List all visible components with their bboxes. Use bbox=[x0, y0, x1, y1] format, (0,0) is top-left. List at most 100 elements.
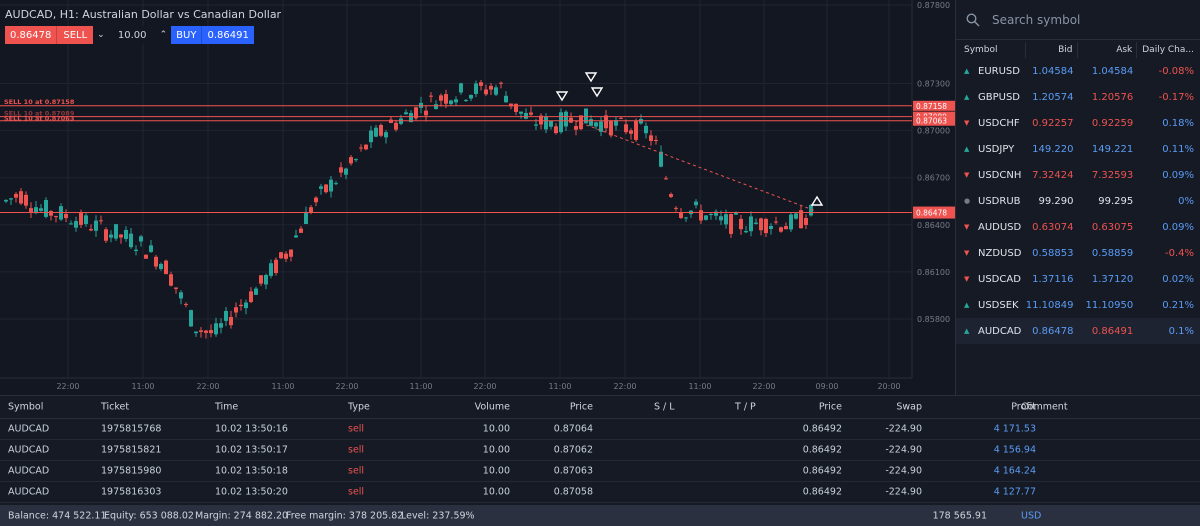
candle-body bbox=[389, 119, 393, 123]
price-chart[interactable]: 0.87800 0.87300 0.87000 0.86700 0.86400 0.861… bbox=[0, 0, 955, 395]
quantity-value[interactable]: 10.00 bbox=[117, 29, 147, 41]
order-price-tag: 0.87158 bbox=[913, 100, 955, 111]
chevron-up-icon[interactable]: ⌃ bbox=[159, 30, 168, 40]
candle-body bbox=[294, 235, 298, 238]
candle bbox=[424, 105, 428, 122]
sell-entry-marker-icon[interactable] bbox=[584, 72, 598, 83]
buy-button[interactable]: BUY 0.86491 bbox=[171, 26, 254, 44]
candle-body bbox=[534, 124, 538, 126]
candle-body bbox=[149, 245, 153, 252]
candle bbox=[624, 119, 628, 135]
quantity-stepper[interactable]: ⌄ 10.00 ⌃ bbox=[93, 26, 172, 44]
candle bbox=[554, 123, 558, 135]
position-profit: 4 171.53 bbox=[993, 423, 1036, 435]
candle bbox=[129, 228, 133, 249]
candle bbox=[4, 199, 8, 203]
watchlist-row[interactable]: ▼ AUDUSD 0.63074 0.63075 0.09% bbox=[956, 214, 1200, 240]
candle bbox=[104, 227, 108, 244]
candle-body bbox=[124, 229, 128, 239]
col-profit[interactable]: Profit bbox=[1011, 401, 1036, 413]
search-input[interactable] bbox=[992, 12, 1172, 27]
header-ask[interactable]: Ask bbox=[1078, 42, 1138, 58]
position-row[interactable]: AUDCAD 1975815821 10.02 13:50:17 sell 10.00 0… bbox=[0, 440, 1200, 461]
col-open-price[interactable]: Price bbox=[569, 401, 593, 413]
candle-body bbox=[84, 215, 88, 224]
candle bbox=[324, 184, 328, 194]
candle bbox=[549, 120, 553, 130]
candle bbox=[414, 106, 418, 121]
col-comment[interactable]: Comment bbox=[1021, 401, 1068, 413]
candle-body bbox=[29, 208, 33, 212]
current-price-text: 0.86478 bbox=[916, 209, 947, 218]
chart-canvas[interactable]: 0.87800 0.87300 0.87000 0.86700 0.86400 0.861… bbox=[0, 0, 955, 395]
candle-body bbox=[624, 124, 628, 133]
watchlist-symbol: ▼ AUDUSD bbox=[956, 222, 1026, 233]
candle-body bbox=[24, 194, 28, 206]
position-profit: 4 164.24 bbox=[993, 465, 1036, 477]
candle-body bbox=[529, 112, 533, 115]
order-label[interactable]: SELL 10 at 0.87089 bbox=[4, 110, 75, 118]
col-type[interactable]: Type bbox=[348, 401, 370, 413]
position-open-price: 0.87058 bbox=[553, 486, 593, 498]
candle bbox=[139, 234, 143, 247]
watchlist-row[interactable]: ▼ USDCAD 1.37116 1.37120 0.02% bbox=[956, 266, 1200, 292]
header-bid[interactable]: Bid bbox=[1026, 42, 1078, 58]
candle-body bbox=[569, 117, 573, 123]
candle bbox=[654, 135, 658, 145]
watchlist-row[interactable]: ▲ AUDCAD 0.86478 0.86491 0.1% bbox=[956, 318, 1200, 344]
candle bbox=[189, 309, 193, 327]
candle bbox=[519, 111, 523, 119]
candle bbox=[169, 271, 173, 287]
col-time[interactable]: Time bbox=[215, 401, 239, 413]
position-row[interactable]: AUDCAD 1975815768 10.02 13:50:16 sell 10.00 0… bbox=[0, 419, 1200, 440]
col-ticket[interactable]: Ticket bbox=[101, 401, 130, 413]
watchlist-row[interactable]: ▼ NZDUSD 0.58853 0.58859 -0.4% bbox=[956, 240, 1200, 266]
close-marker-icon[interactable] bbox=[810, 195, 824, 206]
candle-body bbox=[584, 108, 588, 124]
candle bbox=[714, 209, 718, 220]
sell-entry-marker-icon[interactable] bbox=[590, 87, 604, 98]
watchlist-row[interactable]: ▲ USDJPY 149.220 149.221 0.11% bbox=[956, 136, 1200, 162]
bid-value: 7.32424 bbox=[1032, 169, 1074, 181]
candle bbox=[269, 259, 273, 279]
watchlist-row[interactable]: ● USDRUB 99.290 99.295 0% bbox=[956, 188, 1200, 214]
candle-body bbox=[109, 234, 113, 238]
candle bbox=[644, 122, 648, 139]
col-volume[interactable]: Volume bbox=[474, 401, 510, 413]
candle-body bbox=[304, 211, 308, 224]
position-row[interactable]: AUDCAD 1975815980 10.02 13:50:18 sell 10.00 0… bbox=[0, 461, 1200, 482]
order-label[interactable]: SELL 10 at 0.87063 bbox=[4, 115, 74, 123]
watchlist-row[interactable]: ▼ USDCNH 7.32424 7.32593 0.09% bbox=[956, 162, 1200, 188]
watchlist-row[interactable]: ▲ GBPUSD 1.20574 1.20576 -0.17% bbox=[956, 84, 1200, 110]
candle bbox=[704, 215, 708, 221]
candle bbox=[734, 211, 738, 216]
search-bar[interactable] bbox=[956, 0, 1200, 40]
position-ticket: 1975815821 bbox=[101, 444, 162, 456]
candle-body bbox=[704, 215, 708, 220]
candle bbox=[799, 204, 803, 229]
candle bbox=[159, 262, 163, 271]
time-axis-label: 22:00 bbox=[196, 382, 219, 391]
col-current-price[interactable]: Price bbox=[818, 401, 842, 413]
candle-body bbox=[409, 112, 413, 123]
candle bbox=[764, 217, 768, 237]
candle bbox=[119, 234, 123, 244]
watchlist-row[interactable]: ▼ USDCHF 0.92257 0.92259 0.18% bbox=[956, 110, 1200, 136]
sell-entry-marker-icon[interactable] bbox=[555, 91, 569, 102]
watchlist-row[interactable]: ▲ USDSEK 11.10849 11.10950 0.21% bbox=[956, 292, 1200, 318]
candle bbox=[694, 199, 698, 209]
position-swap: -224.90 bbox=[885, 465, 922, 477]
col-symbol[interactable]: Symbol bbox=[8, 401, 44, 413]
watchlist-row[interactable]: ▲ EURUSD 1.04584 1.04584 -0.08% bbox=[956, 58, 1200, 84]
candle bbox=[244, 299, 248, 315]
col-stop-loss[interactable]: S / L bbox=[654, 401, 675, 413]
col-swap[interactable]: Swap bbox=[896, 401, 922, 413]
sell-button[interactable]: 0.86478 SELL bbox=[5, 26, 94, 44]
header-symbol[interactable]: Symbol bbox=[956, 42, 1026, 58]
order-label[interactable]: SELL 10 at 0.87158 bbox=[4, 98, 75, 106]
position-row[interactable]: AUDCAD 1975816303 10.02 13:50:20 sell 10.00 0… bbox=[0, 482, 1200, 503]
time-axis-label: 09:00 bbox=[815, 382, 838, 391]
header-daily-change[interactable]: Daily Cha... bbox=[1142, 45, 1194, 55]
chevron-down-icon[interactable]: ⌄ bbox=[97, 30, 105, 40]
col-take-profit[interactable]: T / P bbox=[735, 401, 756, 413]
